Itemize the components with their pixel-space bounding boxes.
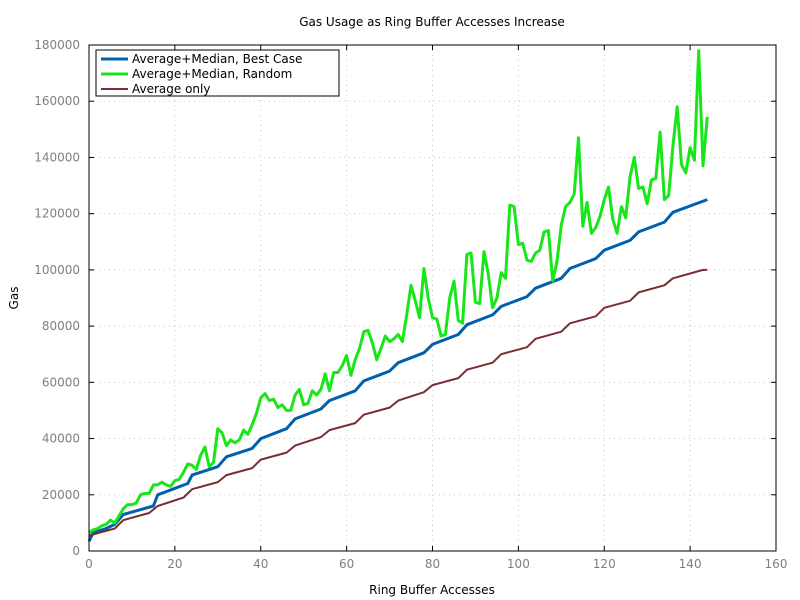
x-tick-label: 40 bbox=[253, 557, 268, 571]
legend-label-2: Average+Median, Random bbox=[132, 67, 292, 81]
legend-label-1: Average+Median, Best Case bbox=[132, 52, 302, 66]
y-tick-label: 100000 bbox=[34, 263, 80, 277]
x-tick-label: 120 bbox=[593, 557, 616, 571]
y-axis-label: Gas bbox=[7, 287, 21, 310]
x-tick-label: 160 bbox=[765, 557, 788, 571]
x-tick-label: 80 bbox=[425, 557, 440, 571]
series-line-3 bbox=[88, 268, 708, 537]
y-tick-label: 40000 bbox=[42, 432, 80, 446]
y-tick-label: 160000 bbox=[34, 94, 80, 108]
legend-label-3: Average only bbox=[132, 82, 210, 96]
y-tick-label: 180000 bbox=[34, 38, 80, 52]
y-tick-label: 60000 bbox=[42, 375, 80, 389]
y-tick-label: 20000 bbox=[42, 488, 80, 502]
series-line-1 bbox=[87, 198, 708, 542]
axis-ticks: 0 20 40 60 80 100 120 140 160 0 20000 40000 60000 800… bbox=[34, 38, 787, 571]
x-tick-label: 60 bbox=[339, 557, 354, 571]
legend-box bbox=[95, 49, 340, 97]
chart-title: Gas Usage as Ring Buffer Accesses Increa… bbox=[299, 15, 565, 29]
y-tick-label: 80000 bbox=[42, 319, 80, 333]
x-tick-label: 140 bbox=[679, 557, 702, 571]
x-axis-label: Ring Buffer Accesses bbox=[369, 583, 495, 597]
x-tick-label: 100 bbox=[507, 557, 530, 571]
series-lines bbox=[87, 49, 709, 542]
x-tick-label: 0 bbox=[85, 557, 93, 571]
series-line-2 bbox=[88, 49, 709, 534]
y-tick-label: 120000 bbox=[34, 207, 80, 221]
x-tick-label: 20 bbox=[167, 557, 182, 571]
legend: Average+Median, Best CaseAverage+Median,… bbox=[95, 49, 340, 97]
y-tick-label: 140000 bbox=[34, 150, 80, 164]
y-tick-label: 0 bbox=[72, 544, 80, 558]
